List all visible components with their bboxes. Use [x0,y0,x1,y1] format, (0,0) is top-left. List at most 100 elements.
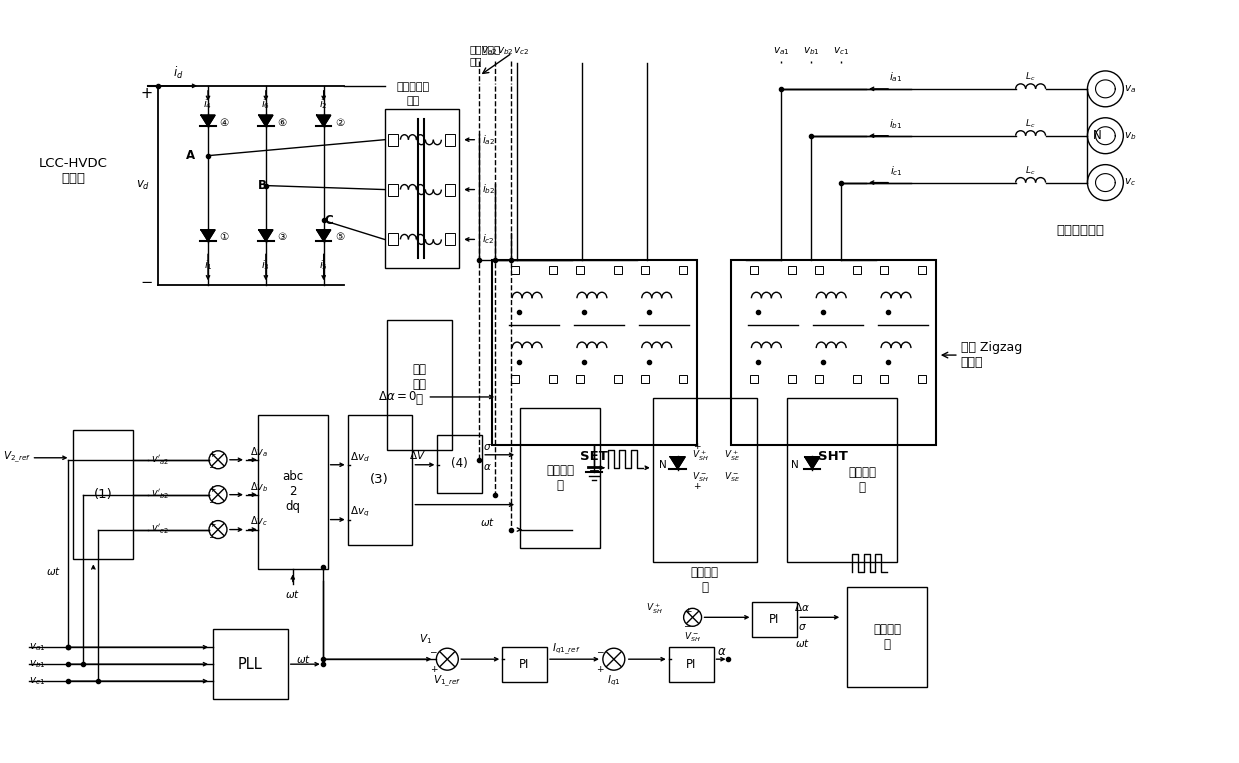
Text: $i_6$: $i_6$ [261,97,270,111]
Text: $V^-_{SH}$: $V^-_{SH}$ [684,630,701,644]
Bar [492,260,696,445]
Bar [73,430,134,559]
Text: $V_{1\_ref}$: $V_{1\_ref}$ [434,674,461,689]
Bar [388,320,452,450]
Text: $\Delta v_a$: $\Delta v_a$ [250,445,268,459]
Text: $v_{b1}$: $v_{b1}$ [28,658,46,670]
Polygon shape [259,115,273,127]
Bar [880,375,888,383]
Bar [549,375,558,383]
Text: C: C [325,214,333,227]
Text: $+$: $+$ [694,481,701,491]
Text: 并联换流
器: 并联换流 器 [849,465,876,494]
Text: $\omega t$: $\omega t$ [794,637,810,649]
Bar [787,398,897,562]
Text: $-$: $-$ [596,647,605,655]
Text: $v_c$: $v_c$ [1124,177,1136,188]
Text: $i_{c2}$: $i_{c2}$ [482,233,494,246]
Bar [520,408,600,548]
Text: $L_c$: $L_c$ [1026,71,1036,83]
Bar [815,266,823,275]
Text: $v_{c2}$: $v_{c2}$ [513,45,529,57]
Text: $L_c$: $L_c$ [1026,118,1036,130]
Text: +: + [684,607,691,616]
Text: $\Delta v_d$: $\Delta v_d$ [349,450,369,464]
Text: ①: ① [219,233,228,243]
Text: ④: ④ [219,118,228,127]
Bar [613,375,622,383]
Text: $v_{a2}$: $v_{a2}$ [481,45,498,57]
Polygon shape [201,115,216,127]
Text: $v_b$: $v_b$ [1124,130,1136,142]
Text: $v'_{a2}$: $v'_{a2}$ [151,453,170,466]
Text: +: + [208,485,216,494]
Text: 逆变器侧变: 逆变器侧变 [470,44,501,54]
Polygon shape [670,457,685,468]
Bar [258,415,327,569]
Bar [752,602,797,637]
Text: N: N [792,460,799,470]
Bar [751,266,758,275]
Bar [512,266,519,275]
Text: $V_1$: $V_1$ [419,633,432,646]
Text: (1): (1) [94,488,113,501]
Text: $-$: $-$ [208,531,217,540]
Text: 三相 Zigzag
变压器: 三相 Zigzag 变压器 [960,341,1022,369]
Text: (3): (3) [370,473,389,486]
Text: $\omega t$: $\omega t$ [479,516,494,527]
Bar [918,375,926,383]
Bar [751,375,758,383]
Text: +: + [140,86,152,101]
Text: $v'_{b2}$: $v'_{b2}$ [151,488,170,501]
Bar [437,435,482,493]
Text: ⑤: ⑤ [335,233,344,243]
Text: $v_{a1}$: $v_{a1}$ [773,45,789,57]
Text: A: A [186,149,195,163]
Text: $i_{b1}$: $i_{b1}$ [890,117,903,130]
Text: $i_5$: $i_5$ [320,259,328,272]
Text: LCC-HVDC
逆变器: LCC-HVDC 逆变器 [38,156,108,185]
Bar [389,134,399,146]
Bar [653,398,757,562]
Text: $\Delta v_c$: $\Delta v_c$ [250,515,268,529]
Text: $\Delta v_b$: $\Delta v_b$ [250,480,269,494]
Text: $v_d$: $v_d$ [136,179,150,192]
Text: $v_{c1}$: $v_{c1}$ [833,45,849,57]
Text: $\sigma$: $\sigma$ [798,623,807,633]
Text: SET: SET [580,450,608,463]
Text: $+$: $+$ [694,441,701,451]
Bar [788,375,797,383]
Text: +: + [430,665,437,674]
Bar [445,184,455,195]
Bar [348,415,413,545]
Text: $V^+_{SE}$: $V^+_{SE}$ [725,449,741,463]
Text: $\omega t$: $\omega t$ [46,565,61,578]
Bar [731,260,935,445]
Text: $I_{q1}$: $I_{q1}$ [607,674,621,688]
Text: $i_3$: $i_3$ [261,259,270,272]
Text: $v_a$: $v_a$ [1124,83,1136,95]
Bar [679,266,686,275]
Text: 逆变器侧变: 逆变器侧变 [396,82,430,92]
Text: $i_d$: $i_d$ [172,65,183,81]
Text: $\Delta\alpha=0$: $\Delta\alpha=0$ [378,391,416,404]
Text: $\Delta v_q$: $\Delta v_q$ [349,504,369,519]
Text: B: B [259,179,268,192]
Text: $\omega t$: $\omega t$ [296,653,311,665]
Bar [445,134,455,146]
Text: 串联换流
器: 串联换流 器 [690,566,719,594]
Bar [384,109,460,269]
Text: 交流
滤波
器: 交流 滤波 器 [413,363,426,407]
Text: $i_1$: $i_1$ [203,259,212,272]
Bar [641,375,649,383]
Text: ②: ② [335,118,344,127]
Text: ③: ③ [278,233,286,243]
Bar [854,266,861,275]
Text: $\Delta\alpha$: $\Delta\alpha$ [794,601,810,613]
Text: $\alpha$: $\alpha$ [716,645,726,658]
Bar [880,266,888,275]
Text: $v'_{c2}$: $v'_{c2}$ [151,523,169,536]
Text: abc
2
dq: abc 2 dq [282,470,304,513]
Text: $I_{q1\_ref}$: $I_{q1\_ref}$ [553,642,581,657]
Text: $i_4$: $i_4$ [203,97,213,111]
